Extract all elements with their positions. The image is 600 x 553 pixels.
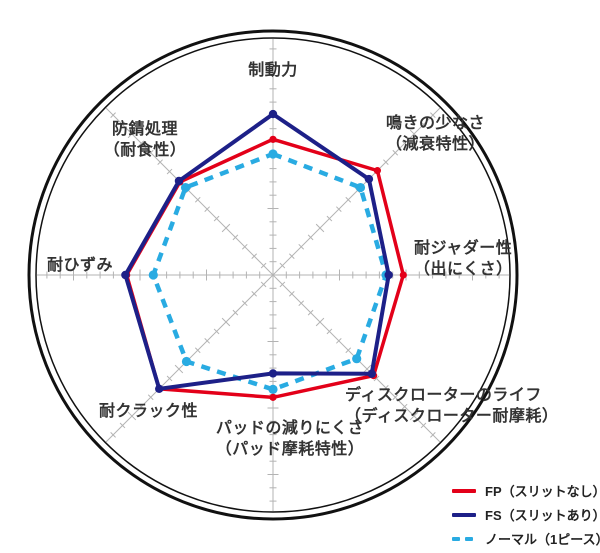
legend-label-fp: FP（スリットなし） [485,484,600,499]
legend-swatch-normal-dashed-cyan [452,536,478,541]
axis-label-braking-force: 制動力 [248,62,298,79]
axis-label-rotor-life: ディスクローターのライフ （ディスクローター耐摩耗） [345,387,559,425]
axis-label-pad-wear: パッドの減りにくさ （パッド摩耗特性） [215,420,365,458]
legend-label-normal: ノーマル（1ピース） [485,532,600,547]
legend: FP（スリットなし） FS（スリットあり） ノーマル（1ピース） [452,481,600,553]
legend-item-fs: FS（スリットあり） [452,505,600,524]
legend-swatch-fp-solid-red [452,488,478,493]
rotor-ring-inner [35,37,511,513]
radar-axes [37,39,509,511]
series-fs [121,109,393,393]
legend-label-fs: FS（スリットあり） [485,508,600,523]
axis-label-judder-resistance: 耐ジャダー性 （出にくさ） [414,240,513,278]
legend-item-fp: FP（スリットなし） [452,481,600,500]
axis-label-distortion-resistance: 耐ひずみ [47,257,114,274]
legend-swatch-fs-solid-navy [452,512,478,517]
series-normal [148,149,391,394]
rotor-ring-outer [27,29,519,521]
axis-label-rust-prevention: 防錆処理 （耐食性） [103,121,187,159]
legend-item-normal: ノーマル（1ピース） [452,529,600,548]
axis-label-low-squeal: 鳴きの少なさ （減衰特性） [386,115,486,153]
axis-label-crack-resistance: 耐クラック性 [99,403,199,420]
